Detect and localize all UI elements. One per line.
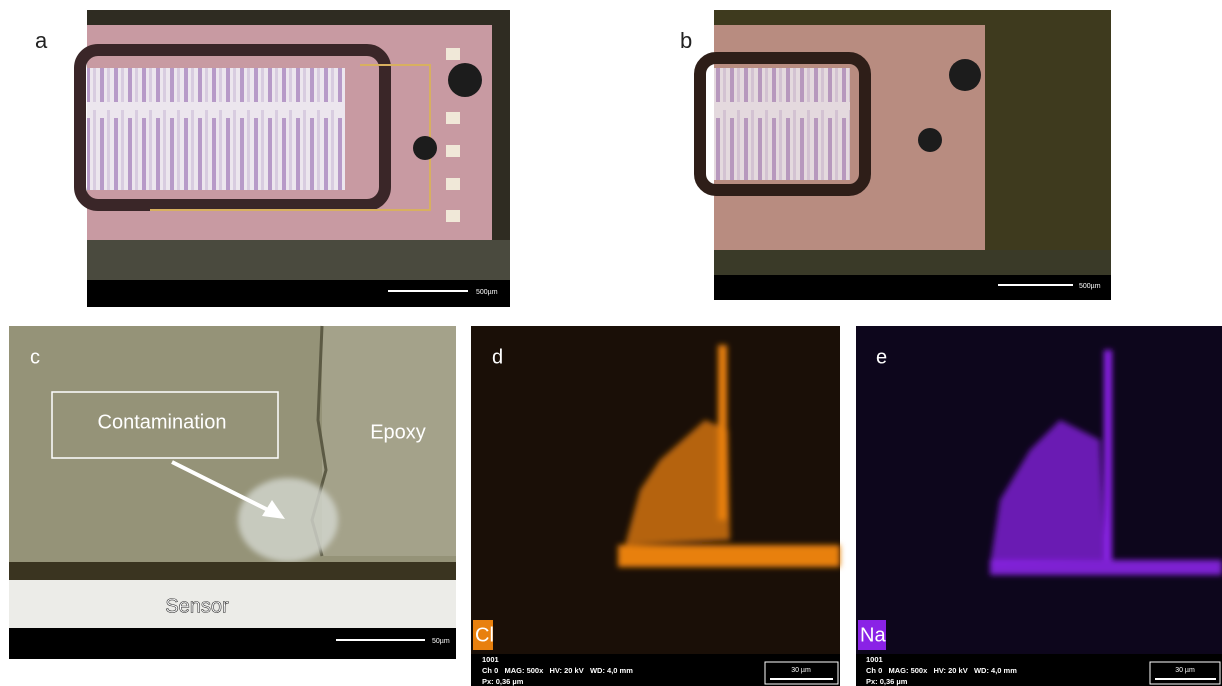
interface — [9, 562, 456, 580]
pixel-size: Px: 0,36 µm — [866, 677, 908, 686]
panel-a: a 500µm — [35, 10, 510, 307]
pixel-size: Px: 0,36 µm — [482, 677, 524, 686]
electrodes — [714, 68, 850, 180]
pad — [446, 178, 460, 190]
scale-label: 500µm — [476, 289, 498, 296]
info-bar — [87, 280, 510, 307]
panel-d: d Cl 1001 Ch 0 MAG: 500x HV: 20 kV WD: 4… — [471, 326, 840, 686]
pad — [446, 145, 460, 157]
scale-label: 30 µm — [1175, 667, 1195, 674]
via — [918, 128, 942, 152]
scale-label: 50µm — [432, 638, 450, 645]
info-bar — [714, 275, 1111, 300]
pad — [446, 210, 460, 222]
figure: a 500µm b 500µm c Contamination Epoxy Se… — [0, 0, 1222, 686]
panel-c: c Contamination Epoxy Sensor 50µm — [9, 326, 456, 659]
via — [949, 59, 981, 91]
electrodes — [87, 68, 345, 190]
element-label: Cl — [475, 624, 494, 646]
via — [413, 136, 437, 160]
panel-label: a — [35, 28, 48, 53]
sample-id: 1001 — [482, 655, 499, 664]
scale-label: 500µm — [1079, 283, 1101, 290]
panel-label: e — [876, 346, 887, 368]
annotation: Sensor — [165, 595, 229, 617]
substrate — [714, 250, 1111, 275]
panel-e: e Na 1001 Ch 0 MAG: 500x HV: 20 kV WD: 4… — [856, 326, 1222, 686]
sample-id: 1001 — [866, 655, 883, 664]
contamination-blob — [238, 478, 338, 562]
acq-params: Ch 0 MAG: 500x HV: 20 kV WD: 4,0 mm — [482, 666, 633, 675]
via — [448, 63, 482, 97]
acq-params: Ch 0 MAG: 500x HV: 20 kV WD: 4,0 mm — [866, 666, 1017, 675]
substrate — [87, 240, 510, 280]
pad — [446, 48, 460, 60]
pad — [446, 112, 460, 124]
info-bar — [9, 628, 456, 659]
scale-label: 30 µm — [791, 667, 811, 674]
panel-label: c — [30, 346, 40, 368]
panel-label: d — [492, 346, 503, 368]
panel-label: b — [680, 28, 692, 53]
sensor — [9, 580, 456, 628]
annotation: Epoxy — [370, 421, 426, 443]
panel-b: b 500µm — [680, 10, 1111, 300]
annotation: Contamination — [98, 411, 227, 433]
element-label: Na — [860, 624, 886, 646]
